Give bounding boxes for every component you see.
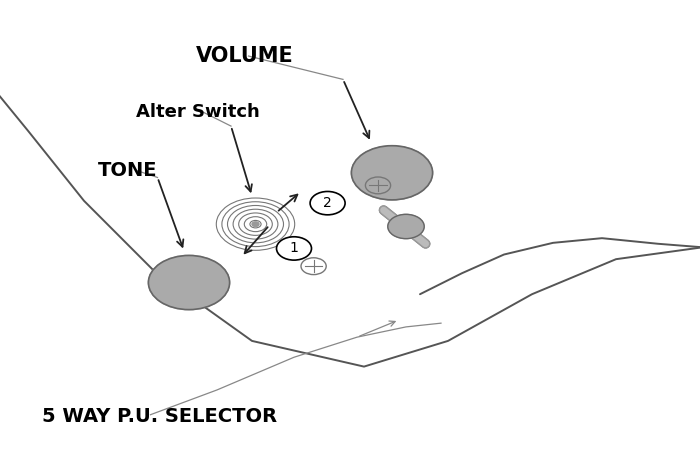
Circle shape <box>148 255 230 310</box>
Text: TONE: TONE <box>98 161 158 180</box>
Text: 2: 2 <box>323 196 332 210</box>
Text: Alter Switch: Alter Switch <box>136 103 260 121</box>
Circle shape <box>310 191 345 215</box>
Circle shape <box>388 214 424 239</box>
Circle shape <box>214 197 297 252</box>
Circle shape <box>252 222 259 226</box>
Text: VOLUME: VOLUME <box>196 46 294 66</box>
Text: 1: 1 <box>290 241 298 255</box>
Text: 5 WAY P.U. SELECTOR: 5 WAY P.U. SELECTOR <box>42 407 277 426</box>
Circle shape <box>351 146 433 200</box>
Circle shape <box>276 237 312 260</box>
